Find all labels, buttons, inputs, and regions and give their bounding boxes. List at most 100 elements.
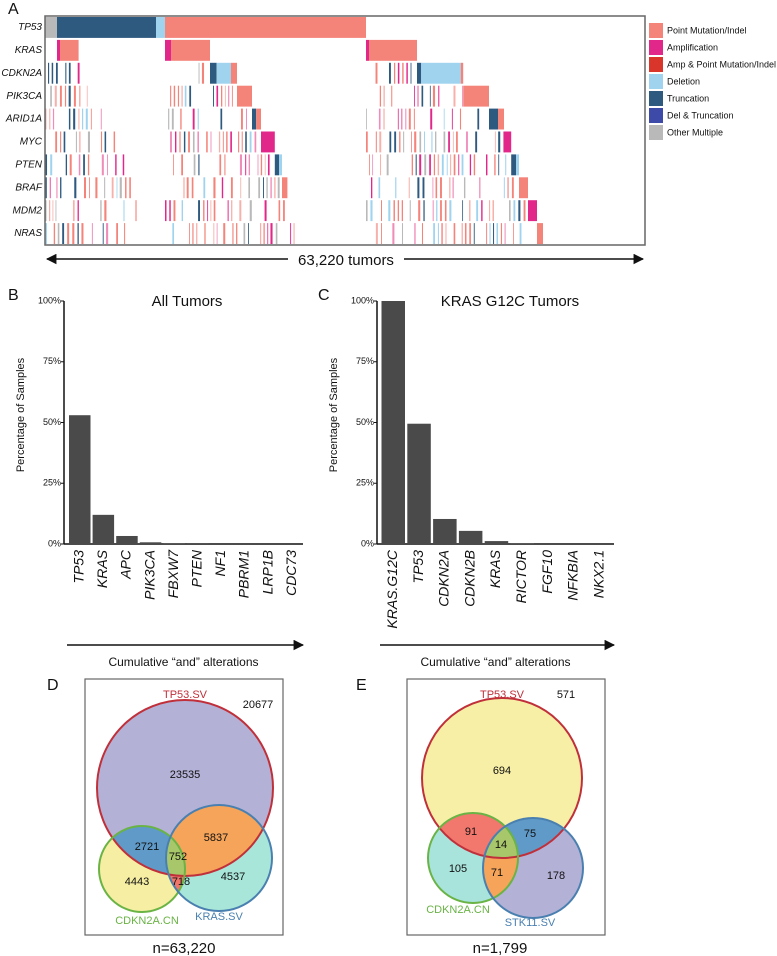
venn-d-set-label: KRAS.SV bbox=[195, 911, 243, 923]
gene-label: TP53 bbox=[18, 22, 42, 33]
alteration-stripe bbox=[116, 177, 118, 199]
alteration-stripe bbox=[101, 154, 104, 176]
alteration-stripe bbox=[198, 62, 200, 84]
alteration-stripe bbox=[81, 108, 84, 130]
alteration-stripe bbox=[170, 131, 172, 153]
y-tick-label: 100% bbox=[38, 295, 61, 305]
alteration-stripe bbox=[197, 108, 199, 130]
alteration-stripe bbox=[129, 177, 131, 199]
alteration-stripe bbox=[254, 131, 257, 153]
alteration-block bbox=[274, 154, 279, 176]
venn-d-count: 23535 bbox=[170, 769, 201, 781]
alteration-stripe bbox=[230, 131, 232, 153]
y-tick-label: 75% bbox=[43, 356, 61, 366]
alteration-stripe bbox=[68, 108, 71, 130]
alteration-stripe bbox=[102, 223, 104, 244]
alteration-stripe bbox=[419, 131, 422, 153]
x-tick-label: NKX2.1 bbox=[590, 550, 606, 598]
alteration-stripe bbox=[264, 154, 266, 176]
alteration-stripe bbox=[231, 85, 233, 107]
alteration-stripe bbox=[60, 177, 62, 199]
y-tick-label: 100% bbox=[351, 295, 374, 305]
alteration-stripe bbox=[439, 177, 442, 199]
x-tick-label: TP53 bbox=[410, 550, 426, 584]
legend-swatch bbox=[649, 125, 663, 140]
venn-e-count: 14 bbox=[495, 839, 507, 851]
alteration-stripe bbox=[170, 85, 172, 107]
alteration-stripe bbox=[270, 223, 273, 244]
alteration-block bbox=[57, 39, 60, 61]
alteration-stripe bbox=[366, 200, 368, 222]
alteration-stripe bbox=[401, 223, 404, 244]
alteration-stripe bbox=[67, 223, 70, 244]
alteration-block bbox=[511, 154, 516, 176]
alteration-stripe bbox=[462, 200, 464, 222]
bar bbox=[433, 518, 457, 544]
alteration-stripe bbox=[245, 108, 247, 130]
alteration-stripe bbox=[277, 177, 280, 199]
alteration-stripe bbox=[193, 154, 196, 176]
legend-swatch bbox=[649, 91, 663, 106]
alteration-block bbox=[57, 17, 156, 38]
alteration-stripe bbox=[236, 223, 238, 244]
panel-label-a: A bbox=[8, 1, 19, 18]
alteration-stripe bbox=[85, 108, 88, 130]
alteration-stripe bbox=[239, 154, 243, 176]
alteration-stripe bbox=[53, 223, 56, 244]
alteration-stripe bbox=[366, 108, 367, 130]
alteration-stripe bbox=[388, 200, 391, 222]
alteration-stripe bbox=[203, 177, 206, 199]
alteration-stripe bbox=[375, 223, 378, 244]
alteration-stripe bbox=[104, 200, 107, 222]
alteration-stripe bbox=[414, 223, 416, 244]
alteration-stripe bbox=[458, 154, 460, 176]
venn-d-count: 4443 bbox=[125, 876, 149, 888]
x-tick-label: RICTOR bbox=[513, 550, 529, 603]
alteration-block bbox=[60, 39, 79, 61]
alteration-stripe bbox=[283, 200, 285, 222]
alteration-stripe bbox=[135, 200, 137, 222]
alteration-stripe bbox=[186, 177, 189, 199]
alteration-stripe bbox=[260, 223, 262, 244]
alteration-stripe bbox=[432, 200, 434, 222]
alteration-stripe bbox=[249, 200, 252, 222]
alteration-stripe bbox=[267, 154, 270, 176]
gene-label: PIK3CA bbox=[6, 91, 42, 102]
gene-label: CDKN2A bbox=[1, 68, 42, 79]
alteration-stripe bbox=[278, 200, 281, 222]
alteration-stripe bbox=[226, 131, 228, 153]
alteration-stripe bbox=[411, 131, 412, 153]
alteration-stripe bbox=[505, 154, 507, 176]
alteration-stripe bbox=[393, 62, 396, 84]
alteration-stripe bbox=[56, 177, 58, 199]
x-tick-label: FBXW7 bbox=[165, 549, 181, 598]
oncoprint-frame bbox=[44, 15, 646, 246]
alteration-stripe bbox=[370, 177, 373, 199]
alteration-stripe bbox=[290, 223, 292, 244]
alteration-stripe bbox=[388, 62, 391, 84]
alteration-stripe bbox=[391, 85, 393, 107]
alteration-stripe bbox=[369, 154, 370, 176]
alteration-stripe bbox=[191, 177, 194, 199]
alteration-stripe bbox=[397, 62, 400, 84]
alteration-stripe bbox=[206, 131, 208, 153]
alteration-stripe bbox=[433, 154, 436, 176]
alteration-stripe bbox=[453, 85, 456, 107]
alteration-stripe bbox=[119, 177, 122, 199]
alteration-stripe bbox=[181, 154, 183, 176]
venn-e-count: 571 bbox=[557, 689, 575, 701]
x-tick-label: KRAS bbox=[487, 549, 503, 588]
alteration-stripe bbox=[73, 108, 76, 130]
alteration-stripe bbox=[111, 177, 114, 199]
venn-d-count: 2721 bbox=[135, 841, 159, 853]
alteration-stripe bbox=[481, 200, 483, 222]
alteration-stripe bbox=[248, 154, 251, 176]
alteration-stripe bbox=[380, 154, 382, 176]
alteration-stripe bbox=[389, 131, 392, 153]
alteration-stripe bbox=[438, 85, 440, 107]
alteration-stripe bbox=[370, 200, 373, 222]
alteration-stripe bbox=[62, 223, 65, 244]
alteration-stripe bbox=[381, 223, 382, 244]
legend-label: Truncation bbox=[667, 93, 709, 103]
alteration-stripe bbox=[409, 200, 411, 222]
